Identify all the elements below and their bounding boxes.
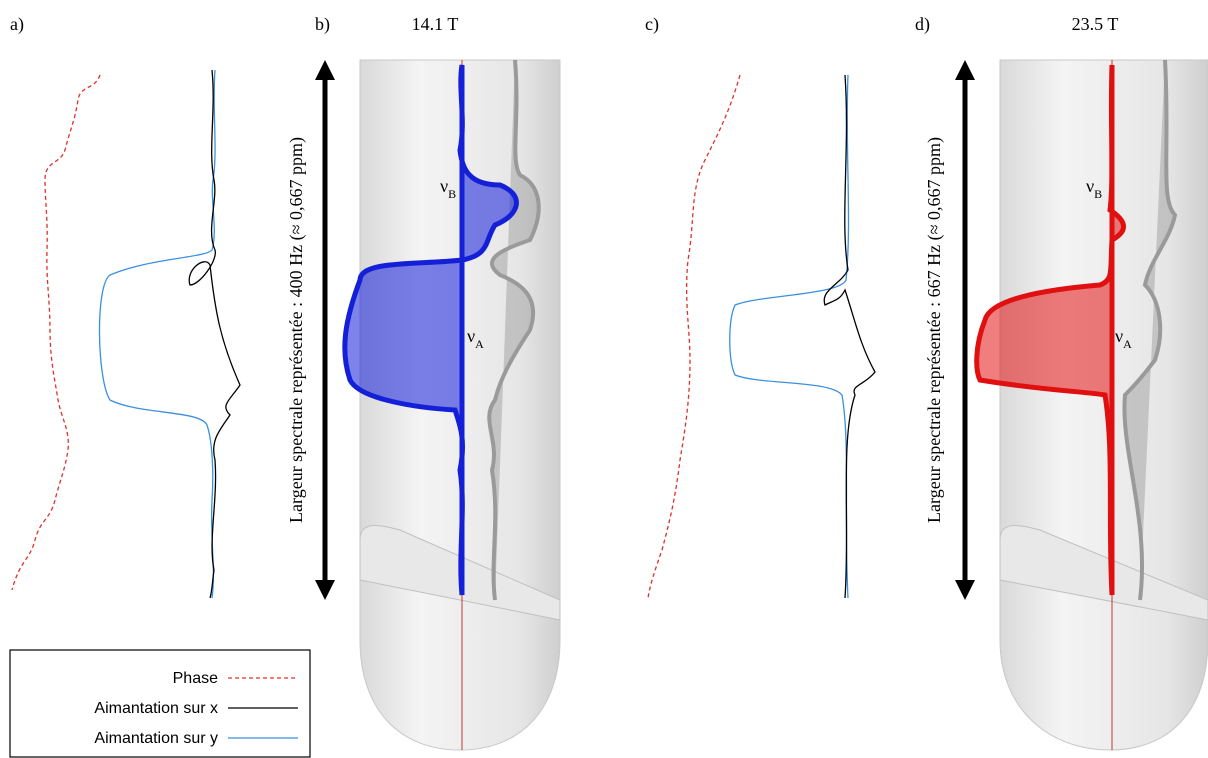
magnetization-curve (342, 64, 519, 596)
axis-label: Largeur spectrale représentée : 667 Hz (… (924, 137, 945, 523)
panel-label: d) (915, 14, 930, 35)
peak-label: νB (440, 176, 456, 201)
magnetization-y (98, 69, 216, 599)
magnetization-y (729, 74, 850, 599)
legend-label: Phase (173, 670, 218, 687)
tube-rim (999, 525, 1208, 621)
field-strength: 23.5 T (1072, 14, 1119, 34)
subscript: B (1094, 187, 1102, 201)
subscript: A (1123, 337, 1132, 351)
peak-label: νB (1086, 176, 1102, 201)
symbol: ν (467, 326, 475, 346)
legend-label: Aimantation sur x (94, 700, 218, 717)
symbol: ν (1115, 326, 1123, 346)
phase-curve (11, 74, 101, 591)
phase-curve (647, 74, 741, 599)
gray-trace (1122, 59, 1178, 601)
subscript: B (448, 187, 456, 201)
gray-trace (487, 59, 541, 601)
axis-label: Largeur spectrale représentée : 400 Hz (… (286, 137, 307, 523)
field-strength: 14.1 T (412, 14, 459, 34)
legend-label: Aimantation sur y (94, 730, 218, 747)
panel-label: b) (315, 14, 330, 35)
subscript: A (475, 337, 484, 351)
symbol: ν (440, 176, 448, 196)
magnetization-curve (974, 64, 1126, 596)
magnetization-x (188, 69, 241, 599)
legend-box (9, 649, 311, 758)
symbol: ν (1086, 176, 1094, 196)
peak-label: νA (1115, 326, 1132, 351)
panel-label: a) (10, 14, 24, 35)
magnetization-x (823, 74, 876, 599)
peak-label: νA (467, 326, 484, 351)
panel-label: c) (645, 14, 659, 35)
